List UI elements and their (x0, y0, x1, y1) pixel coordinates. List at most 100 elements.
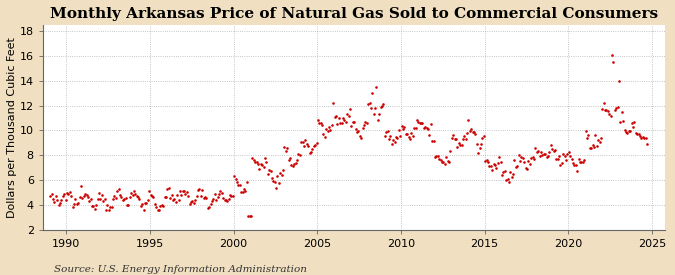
Point (73, 201, 84, 205)
Point (508, 172, 518, 176)
Point (202, 206, 213, 210)
Point (420, 125, 431, 129)
Point (106, 204, 117, 209)
Point (569, 163, 580, 168)
Point (86, 204, 97, 208)
Point (639, 135, 649, 140)
Point (183, 194, 194, 198)
Point (148, 195, 159, 199)
Point (439, 161, 450, 166)
Point (498, 169, 509, 174)
Point (551, 156, 562, 161)
Point (379, 134, 390, 138)
Point (500, 168, 510, 173)
Point (587, 143, 598, 148)
Point (510, 165, 521, 170)
Point (371, 85, 382, 89)
Point (284, 158, 294, 162)
Point (349, 119, 360, 124)
Point (535, 150, 546, 154)
Point (495, 160, 506, 164)
Point (560, 153, 570, 158)
Point (137, 202, 148, 206)
Point (61, 191, 72, 195)
Point (107, 197, 118, 201)
Point (634, 134, 645, 138)
Point (186, 200, 196, 205)
Point (140, 201, 151, 205)
Point (176, 193, 187, 197)
Point (314, 121, 325, 125)
Point (307, 147, 318, 151)
Point (232, 180, 242, 185)
Point (603, 109, 614, 114)
Point (545, 142, 556, 147)
Point (76, 184, 86, 188)
Point (513, 152, 524, 157)
Point (59, 192, 70, 197)
Point (428, 139, 439, 143)
Point (534, 154, 545, 159)
Point (289, 161, 300, 166)
Point (163, 185, 174, 190)
Point (184, 201, 195, 206)
Point (187, 199, 198, 204)
Point (412, 118, 423, 122)
Point (502, 177, 513, 181)
Point (119, 196, 130, 201)
Point (479, 134, 489, 139)
Point (591, 144, 602, 148)
Point (57, 194, 68, 198)
Point (300, 138, 310, 142)
Point (408, 126, 419, 130)
Point (403, 134, 414, 139)
Point (154, 207, 165, 212)
Point (310, 143, 321, 147)
Point (149, 202, 160, 206)
Point (473, 151, 484, 155)
Point (74, 195, 85, 199)
Point (120, 196, 131, 200)
Point (446, 136, 457, 140)
Point (70, 196, 81, 201)
Point (599, 108, 610, 112)
Point (175, 189, 186, 194)
Point (327, 122, 338, 127)
Point (237, 190, 248, 194)
Point (145, 193, 156, 197)
Point (402, 131, 412, 136)
Point (611, 106, 622, 110)
Point (85, 197, 96, 201)
Point (252, 162, 263, 166)
Point (625, 129, 636, 133)
Point (637, 135, 648, 139)
Point (146, 194, 157, 198)
Point (94, 191, 105, 195)
Point (470, 132, 481, 136)
Point (434, 156, 445, 161)
Point (111, 196, 122, 200)
Point (115, 192, 126, 197)
Point (319, 134, 330, 139)
Point (127, 193, 138, 197)
Point (247, 156, 258, 161)
Point (97, 193, 107, 197)
Point (492, 161, 503, 166)
Point (460, 137, 471, 141)
Point (112, 189, 123, 194)
Point (180, 192, 191, 196)
Point (324, 125, 335, 129)
Point (367, 91, 378, 95)
Point (88, 204, 99, 208)
Point (152, 207, 163, 212)
Point (240, 189, 251, 194)
Point (458, 136, 468, 141)
Point (286, 163, 297, 167)
Point (501, 178, 512, 183)
Point (471, 141, 482, 146)
Point (338, 116, 348, 121)
Point (246, 214, 256, 218)
Point (427, 139, 437, 144)
Point (68, 205, 78, 210)
Point (138, 208, 149, 212)
